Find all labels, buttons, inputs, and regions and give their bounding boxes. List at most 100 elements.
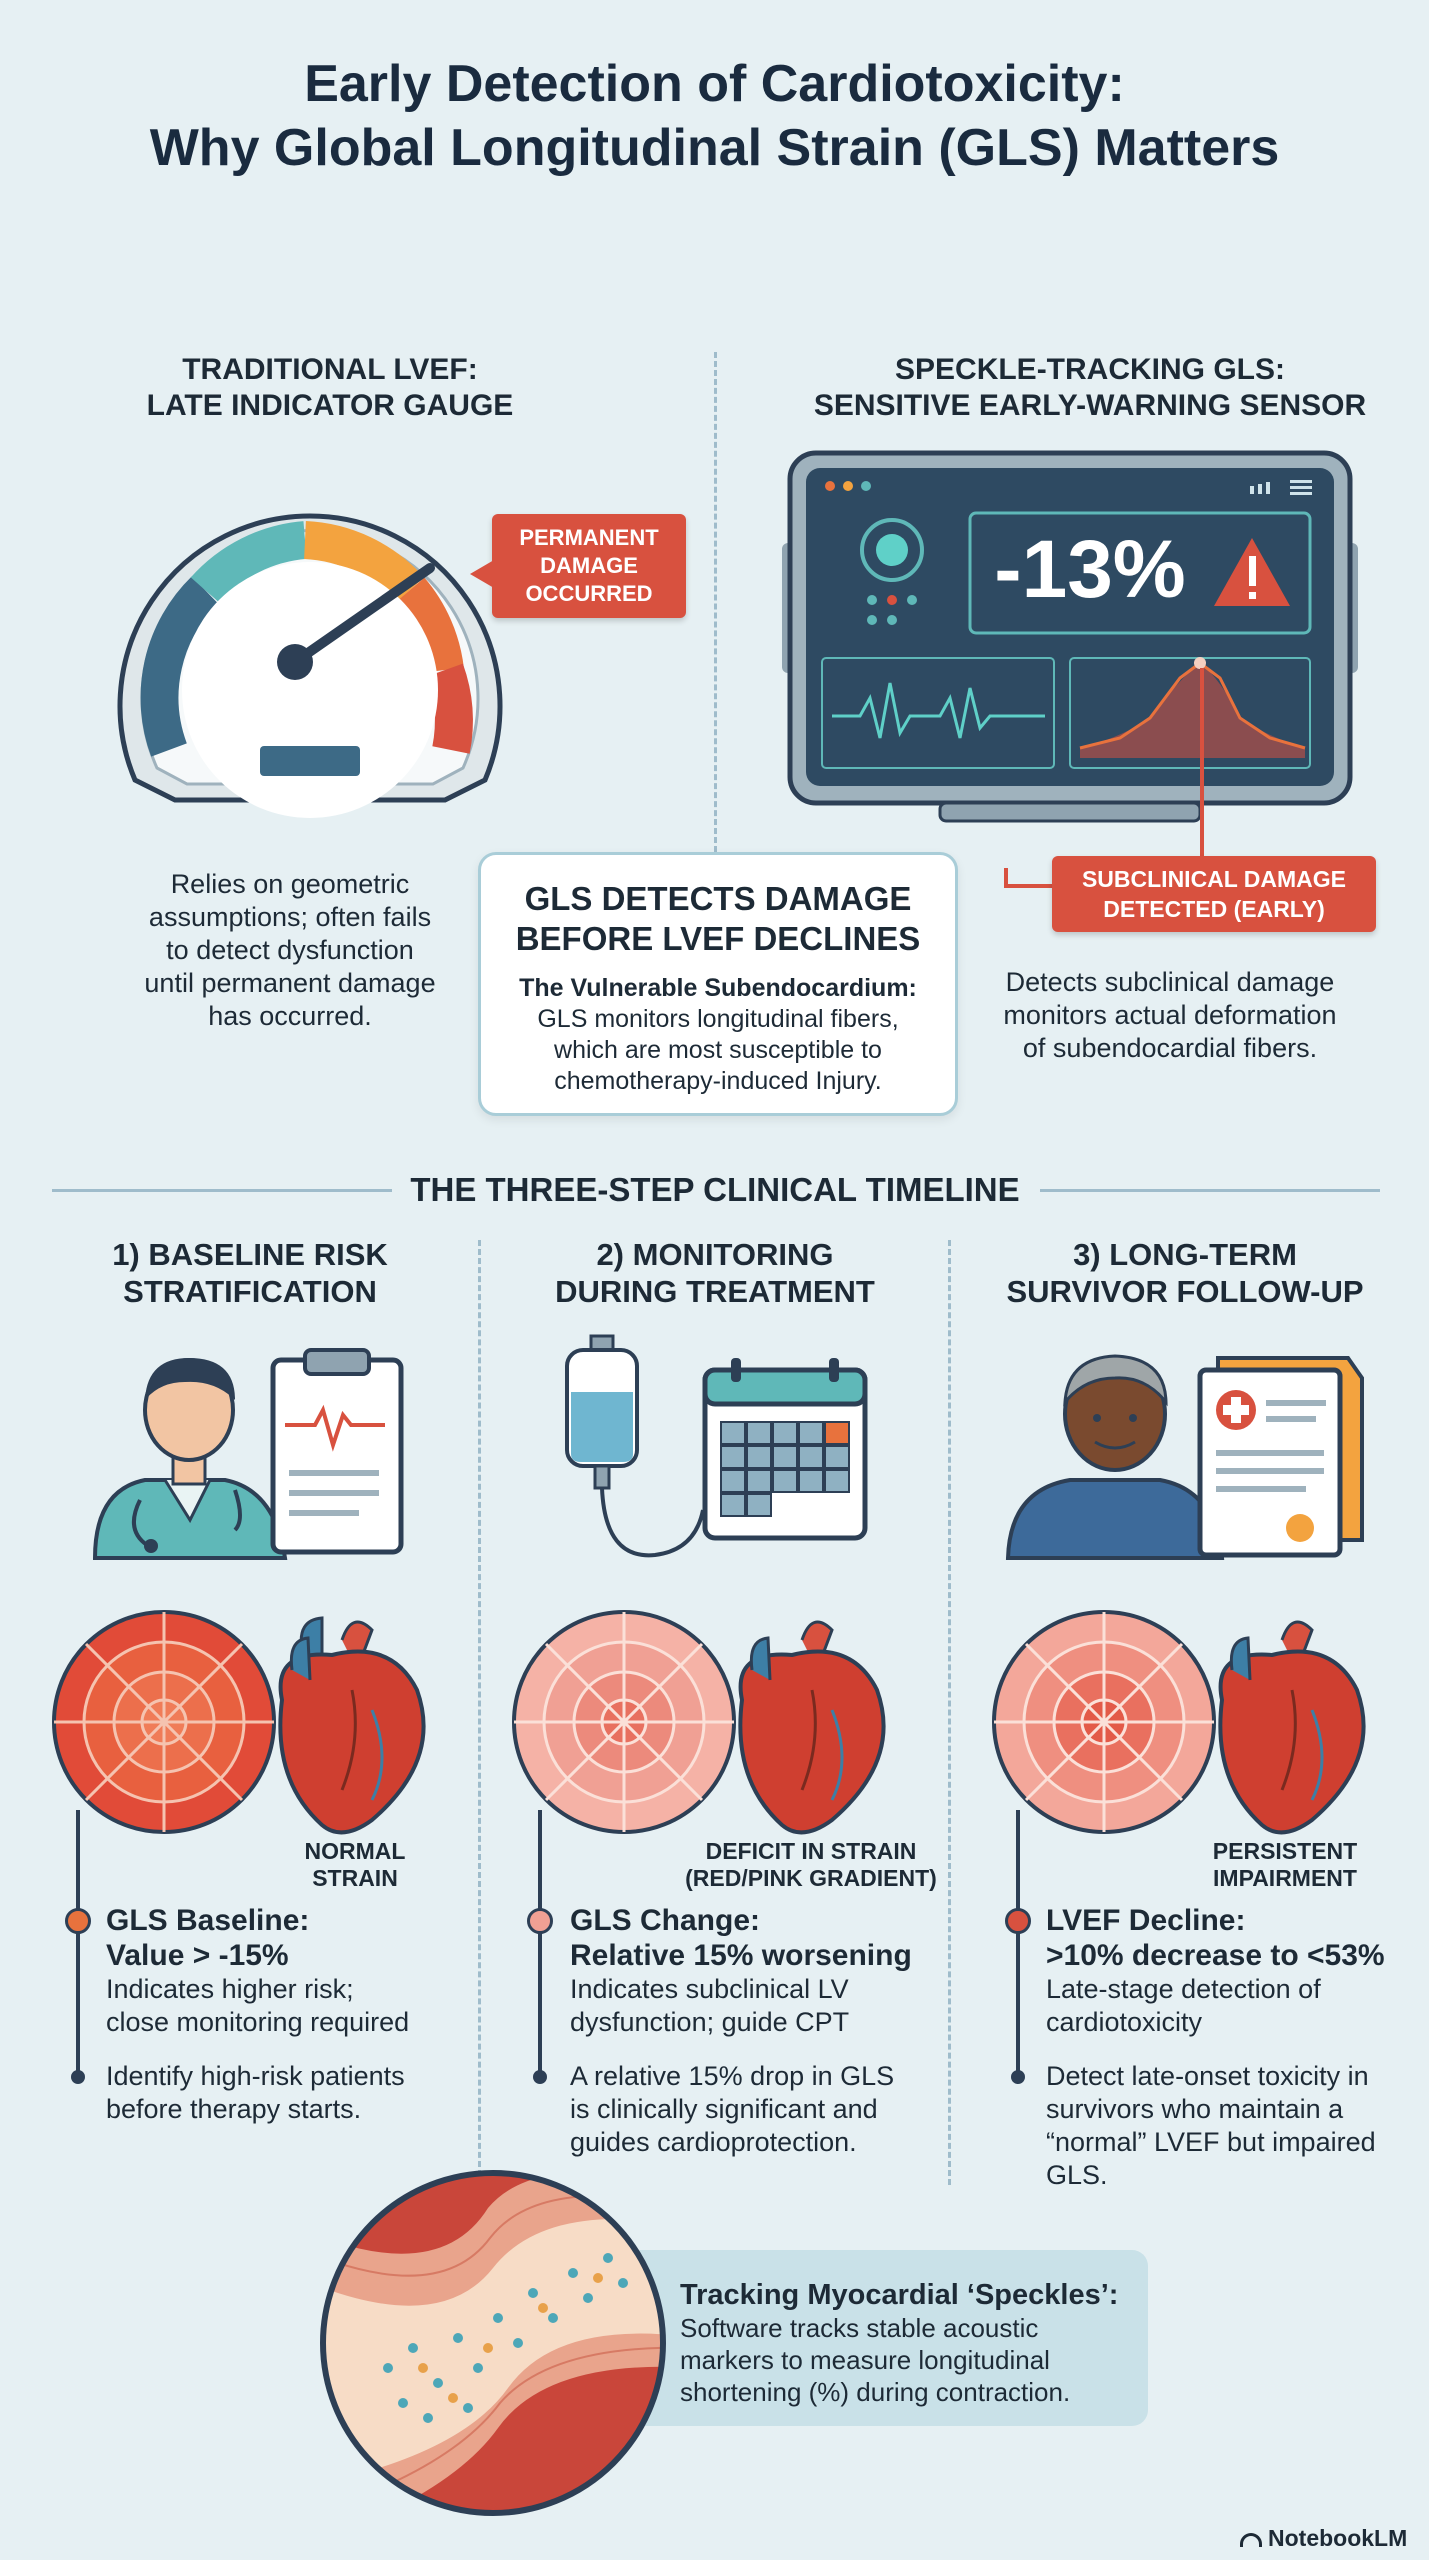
survivor-records-icon <box>1005 1354 1364 1560</box>
metric-title-line: Relative 15% worsening <box>570 1939 912 1972</box>
step-1-strain-label: NORMAL STRAIN <box>280 1838 430 1892</box>
note-line: before therapy starts. <box>106 2094 362 2124</box>
timeline-divider-2 <box>948 1240 951 2185</box>
step-1-note-marker <box>71 2070 85 2084</box>
lvef-desc-line: assumptions; often fails <box>148 902 432 932</box>
metric-desc-line: dysfunction; guide CPT <box>570 2007 850 2037</box>
timeline-rule-left <box>52 1189 392 1192</box>
permanent-damage-callout: PERMANENT DAMAGE OCCURRED <box>492 514 686 618</box>
page-title: Early Detection of Cardiotoxicity: Why G… <box>0 52 1429 180</box>
lvef-heading-line-1: TRADITIONAL LVEF: <box>182 353 478 386</box>
lvef-desc-line: until permanent damage <box>144 968 436 998</box>
gls-heading: SPECKLE-TRACKING GLS: SENSITIVE EARLY-WA… <box>780 352 1400 424</box>
step-1-timeline-line <box>76 1810 80 2080</box>
speckles-desc-line: shortening (%) during contraction. <box>680 2377 1071 2407</box>
step-1-metric-marker <box>65 1908 91 1934</box>
title-line-2: Why Global Longitudinal Strain (GLS) Mat… <box>149 119 1280 177</box>
metric-title-line: GLS Change: <box>570 1904 761 1937</box>
callout-pointer <box>470 560 494 588</box>
timeline-rule-right <box>1040 1189 1380 1192</box>
step-3-note: Detect late-onset toxicity in survivors … <box>1046 2060 1416 2192</box>
note-line: A relative 15% drop in GLS <box>570 2061 895 2091</box>
center-box-desc-line: chemotherapy-induced Injury. <box>554 1067 882 1095</box>
step-2-note: A relative 15% drop in GLS is clinically… <box>570 2060 940 2159</box>
step-1-metric: GLS Baseline: Value > -15% Indicates hig… <box>106 1903 466 2039</box>
step-2-metric-marker <box>527 1908 553 1934</box>
strain-label-line: DEFICIT IN STRAIN <box>705 1838 917 1864</box>
metric-title-line: Value > -15% <box>106 1939 289 1972</box>
note-line: is clinically significant and <box>570 2094 878 2124</box>
note-line: guides cardioprotection. <box>570 2127 857 2157</box>
gls-detects-damage-box: GLS DETECTS DAMAGE BEFORE LVEF DECLINES … <box>478 852 958 1116</box>
notebooklm-logo-icon <box>1240 2532 1262 2547</box>
step-2-timeline-line <box>538 1810 542 2080</box>
note-line: Detect late-onset toxicity in <box>1046 2061 1369 2091</box>
gls-desc-line: Detects subclinical damage <box>1005 967 1335 997</box>
metric-desc-line: Late-stage detection of <box>1046 1974 1321 2004</box>
metric-desc-line: close monitoring required <box>106 2007 410 2037</box>
step-2-metric: GLS Change: Relative 15% worsening Indic… <box>570 1903 940 2039</box>
step-2-strain-bullseye-heart-icon <box>512 1610 886 1835</box>
gls-heading-line-2: SENSITIVE EARLY-WARNING SENSOR <box>813 389 1367 422</box>
gls-screen-value: -13% <box>994 524 1186 615</box>
gls-desc-line: monitors actual deformation <box>1003 1000 1337 1030</box>
myocardial-speckles-magnifier-icon <box>320 2170 666 2516</box>
step-1-heading-line-2: STRATIFICATION <box>123 1274 377 1309</box>
metric-desc-line: Indicates subclinical LV <box>570 1974 849 2004</box>
speckles-text: Tracking Myocardial ‘Speckles’: Software… <box>680 2278 1140 2408</box>
speckles-title: Tracking Myocardial ‘Speckles’: <box>680 2279 1119 2311</box>
speckles-info-box: Tracking Myocardial ‘Speckles’: Software… <box>620 2250 1148 2426</box>
lvef-description: Relies on geometric assumptions; often f… <box>80 868 500 1033</box>
note-line: GLS. <box>1046 2160 1108 2190</box>
step-3-heading-line-1: 3) LONG-TERM <box>1073 1237 1297 1272</box>
metric-title-line: GLS Baseline: <box>106 1904 310 1937</box>
callout-line-2: DETECTED (EARLY) <box>1103 896 1325 922</box>
step-1-heading: 1) BASELINE RISK STRATIFICATION <box>40 1236 460 1310</box>
lvef-gauge-icon <box>117 513 503 818</box>
lvef-heading: TRADITIONAL LVEF: LATE INDICATOR GAUGE <box>100 352 560 424</box>
title-line-1: Early Detection of Cardiotoxicity: <box>304 55 1125 113</box>
center-box-heading-line-2: BEFORE LVEF DECLINES <box>515 920 921 957</box>
step-3-heading: 3) LONG-TERM SURVIVOR FOLLOW-UP <box>970 1236 1400 1310</box>
timeline-heading: THE THREE-STEP CLINICAL TIMELINE <box>410 1171 1020 1208</box>
strain-label-line: STRAIN <box>312 1865 398 1891</box>
lvef-heading-line-2: LATE INDICATOR GAUGE <box>146 389 514 422</box>
center-box-description: GLS monitors longitudinal fibers, which … <box>481 1004 955 1097</box>
gls-monitor-icon <box>782 450 1358 823</box>
center-box-desc-line: which are most susceptible to <box>554 1036 882 1064</box>
callout-line-2: DAMAGE <box>540 553 638 578</box>
gls-description: Detects subclinical damage monitors actu… <box>960 966 1380 1065</box>
gls-heading-line-1: SPECKLE-TRACKING GLS: <box>895 353 1285 386</box>
strain-label-line: NORMAL <box>304 1838 406 1864</box>
step-2-heading-line-1: 2) MONITORING <box>596 1237 834 1272</box>
center-box-heading-line-1: GLS DETECTS DAMAGE <box>524 880 912 917</box>
step-3-strain-bullseye-heart-icon <box>992 1610 1366 1835</box>
metric-desc-line: cardiotoxicity <box>1046 2007 1203 2037</box>
subclinical-damage-callout: SUBCLINICAL DAMAGE DETECTED (EARLY) <box>1052 856 1376 932</box>
step-2-note-marker <box>533 2070 547 2084</box>
note-line: Identify high-risk patients <box>106 2061 405 2091</box>
speckles-desc-line: Software tracks stable acoustic <box>680 2313 1039 2343</box>
step-1-strain-bullseye-heart-icon <box>52 1610 426 1835</box>
step-3-strain-label: PERSISTENT IMPAIRMENT <box>1200 1838 1370 1892</box>
note-line: survivors who maintain a <box>1046 2094 1344 2124</box>
step-2-strain-label: DEFICIT IN STRAIN (RED/PINK GRADIENT) <box>680 1838 942 1892</box>
metric-title-line: LVEF Decline: <box>1046 1904 1246 1937</box>
step-3-heading-line-2: SURVIVOR FOLLOW-UP <box>1006 1274 1364 1309</box>
step-2-heading-line-2: DURING TREATMENT <box>555 1274 875 1309</box>
step-3-note-marker <box>1011 2070 1025 2084</box>
gls-desc-line: of subendocardial fibers. <box>1022 1033 1318 1063</box>
step-3-timeline-line <box>1016 1810 1020 2080</box>
footer-brand: NotebookLM <box>1240 2524 1420 2552</box>
step-3-metric: LVEF Decline: >10% decrease to <53% Late… <box>1046 1903 1416 2039</box>
top-divider <box>714 352 717 852</box>
step-1-heading-line-1: 1) BASELINE RISK <box>112 1237 388 1272</box>
callout-line-1: SUBCLINICAL DAMAGE <box>1081 866 1347 892</box>
strain-label-line: IMPAIRMENT <box>1213 1865 1357 1891</box>
lvef-desc-line: to detect dysfunction <box>166 935 414 965</box>
lvef-desc-line: has occurred. <box>208 1001 372 1031</box>
callout-connector <box>1004 868 1008 888</box>
lvef-desc-line: Relies on geometric <box>170 869 410 899</box>
step-2-heading: 2) MONITORING DURING TREATMENT <box>500 1236 930 1310</box>
strain-label-line: PERSISTENT <box>1212 1838 1358 1864</box>
